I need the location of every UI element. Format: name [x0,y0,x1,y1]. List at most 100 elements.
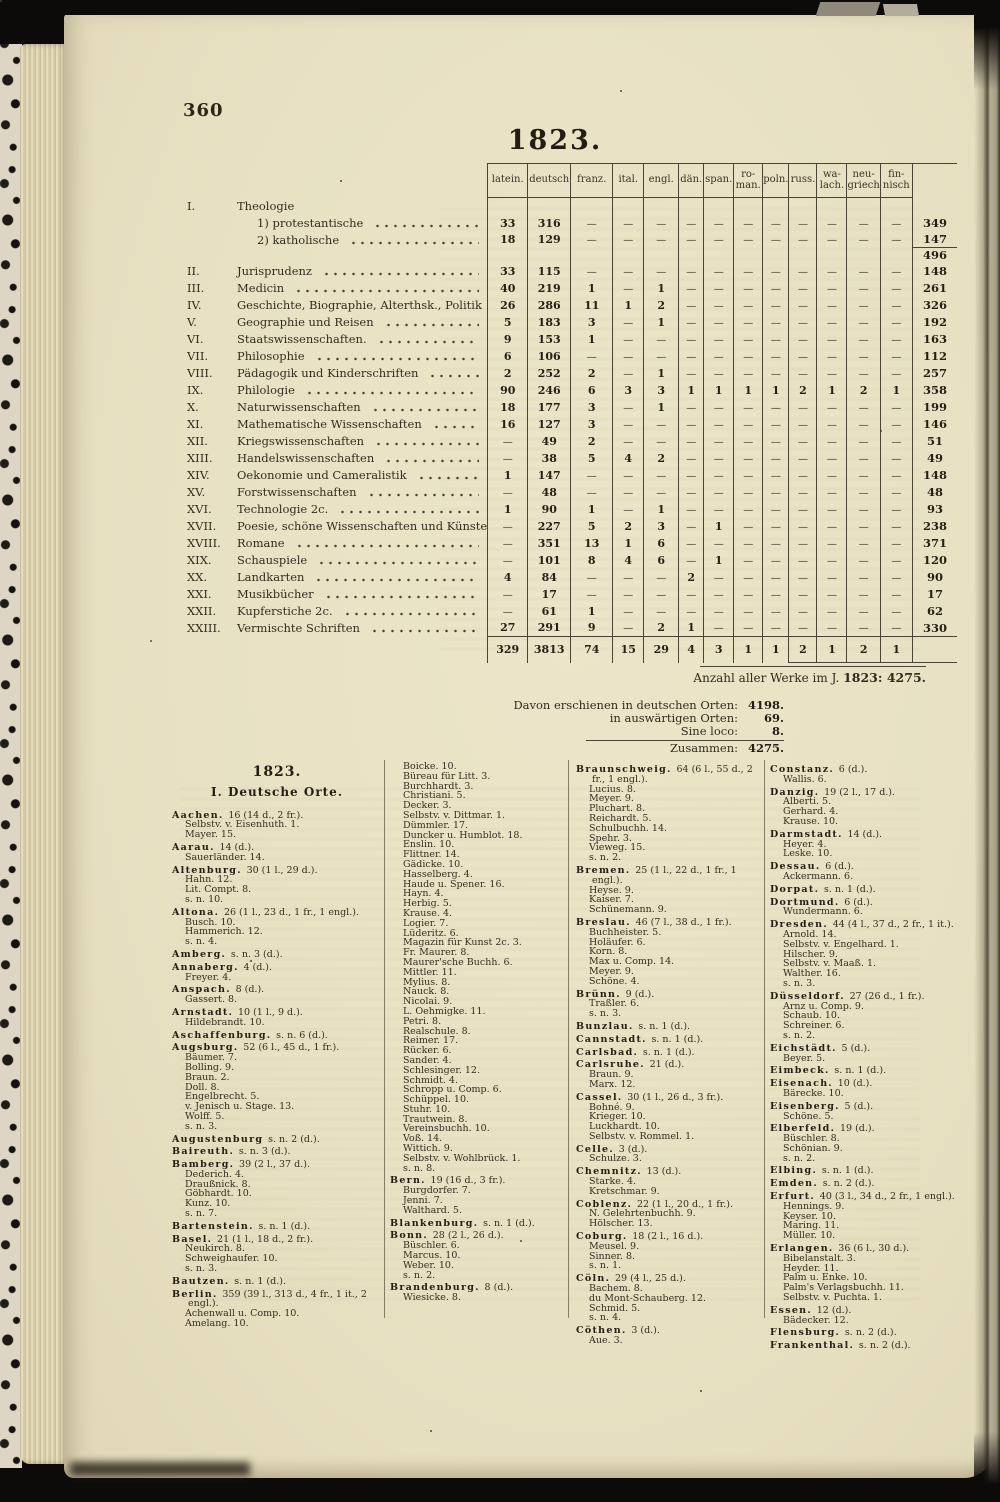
dash-mark: — [713,436,724,448]
label-cell: 2) katholische [185,232,488,248]
dash-mark: — [686,504,697,516]
value-cell: — [788,466,817,484]
value-cell: — [703,330,734,348]
category-numeral: XVII. [187,519,217,533]
value-cell: — [879,432,913,450]
value-cell: 13 [570,534,613,552]
city-counts: 10 (d.). [833,1078,873,1090]
dash-mark: — [770,572,781,584]
city-entry: Dorpat. s. n. 1 (d.). [770,884,964,895]
value-cell: — [846,517,881,535]
dash-mark: — [743,300,754,312]
row-total-cell: 330 [911,619,958,637]
dash-mark: — [743,538,754,550]
city-line: Essen. 12 (d.). [770,1305,964,1316]
city-line: Elberfeld. 19 (d.). [770,1124,964,1134]
publisher-line: Schmid. 5. [589,1302,641,1314]
publisher-line: Schmidt. 4. [403,1074,458,1086]
value-cell: — [612,231,644,248]
city-entry: Cannstadt. s. n. 1 (d.). [576,1034,762,1045]
value-cell: 246 [527,381,571,399]
value-cell: — [570,466,613,484]
city-entry: Dortmund. 6 (d.). Wundermann. 6. [770,896,964,918]
value-cell: — [846,398,881,416]
dash-mark: — [826,487,837,499]
publisher-line: Marcus. 10. [403,1250,461,1262]
dash-mark: — [891,606,902,618]
publisher-line: Lit. Compt. 8. [185,884,252,896]
value-cell: — [879,296,913,314]
city-name: Augustenburg [172,1133,264,1145]
label-cell: XVII. Poesie, schöne Wissenschaften und K… [185,518,488,535]
dash-mark: — [797,218,808,230]
category-label-row: XXI. Musikbücher [185,587,487,601]
totals-column-header [911,163,958,198]
category-label-row: VII. Philosophie [185,349,487,363]
publisher-line: Braun. 9. [589,1069,634,1081]
publisher-line: Bäumer. 7. [185,1052,237,1064]
value-cell: — [612,432,644,450]
city-counts: 8 (d.). [479,1282,514,1294]
publisher-line: Vieweg. 15. [589,842,646,854]
language-column-header: ital. [612,163,644,198]
city-line: Bautzen. s. n. 1 (d.). [172,1276,382,1287]
value-cell: 5 [570,449,613,467]
value-cell [487,197,528,215]
directory-column-1: 1823. I. Deutsche Orte. Aachen. 16 (14 d… [172,762,382,1329]
value-cell: — [816,313,847,331]
scan-top-black-edge [0,0,1000,15]
city-counts: 13 (d.). [641,1166,682,1178]
label-cell: IV. Geschichte, Biographie, Alterthsk., P… [185,297,488,314]
summary-label: Zusammen: [669,741,738,755]
label-cell: XIV. Oekonomie und Cameralistik [185,467,488,484]
city-name: Basel. [172,1233,213,1245]
value-cell: — [788,551,817,569]
publisher-line: Spehr. 3. [589,832,632,844]
category-row: XVI. Technologie 2c. 1 90 1—1— — — — — — — —93 [185,500,958,518]
column-total-cell: 329 [487,636,528,663]
value-cell: — [678,483,704,501]
row-total-cell: 148 [911,466,958,484]
publisher-line: Mittler. 11. [403,966,457,978]
value-cell: — [788,619,817,637]
publisher-line: Neukirch. 8. [185,1243,245,1255]
category-numeral: XVI. [187,502,212,516]
value-cell: — [846,534,881,552]
language-column-header: poln. [762,163,789,198]
dash-mark: — [656,436,667,448]
city-name: Emden. [770,1178,818,1190]
publisher-line: Schönian. 9. [783,1142,843,1154]
row-total-cell: 257 [911,364,958,382]
directory-column-2: Boicke. 10. Büreau für Litt. 3. Burchhardt… [390,762,566,1303]
dash-mark: — [686,606,697,618]
publisher-line: s. n. 8. [403,1162,436,1174]
value-cell: — [788,398,817,416]
language-column-label: ital. [618,174,638,186]
value-cell: — [762,551,789,569]
value-cell: — [879,330,913,348]
directory-column-4: Constanz. 6 (d.). Wallis. 6. Danzig. 19 (2… [770,762,964,1351]
city-entry: Eisenberg. 5 (d.). Schöne. 5. [770,1101,964,1122]
value-cell: — [762,262,789,280]
city-line: Altona. 26 (1 l., 23 d., 1 fr., 1 engl.)… [172,907,382,918]
column-total-cell: 3 [703,636,734,663]
value-cell: — [816,279,847,297]
category-label-row: IX. Philologie [185,383,487,397]
summary-label: in auswärtigen Orten: [609,711,738,725]
value-cell [612,247,644,263]
caption-prefix: Anzahl aller Werke im J. [693,671,840,685]
publisher-line: Walthard. 5. [403,1204,462,1216]
value-cell: — [703,602,734,620]
publisher-line: Schüppel. 10. [403,1094,470,1106]
value-cell: — [788,347,817,365]
language-column-header: wa- lach. [816,163,847,198]
city-name: Cöln. [576,1273,611,1285]
dash-mark: — [797,351,808,363]
city-counts: 22 (1 l., 20 d., 1 fr.). [632,1198,734,1210]
value-cell: — [788,231,817,248]
publisher-line: Vereinsbuchh. 10. [403,1123,490,1135]
city-counts: 6 (d.). [839,896,873,908]
publisher-line: Flittner. 14. [403,849,460,861]
publisher-line: Bolling. 9. [185,1061,235,1073]
value-cell: — [643,330,679,348]
